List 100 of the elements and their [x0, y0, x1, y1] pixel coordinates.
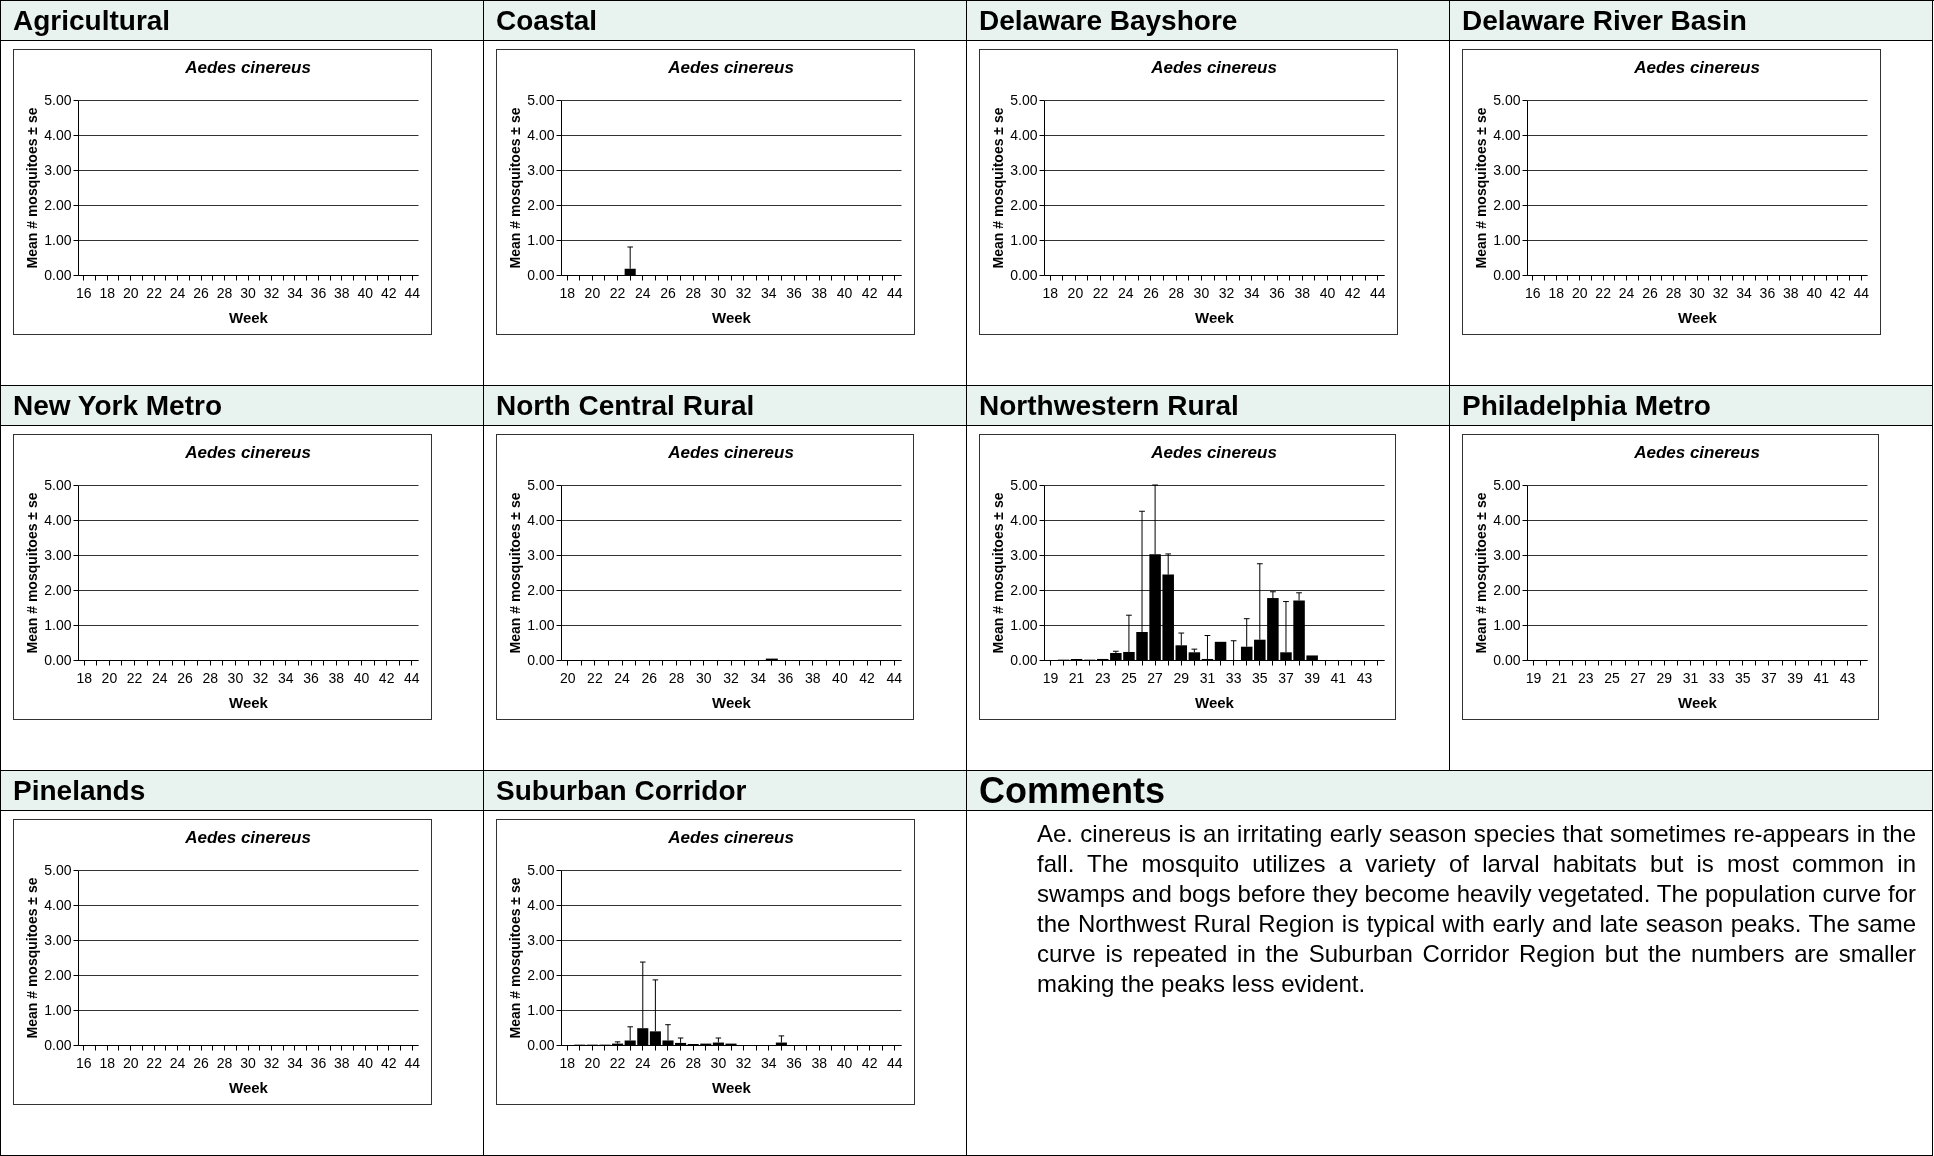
y-tick-label: 4.00 [44, 511, 72, 528]
y-tick-label: 1.00 [527, 616, 555, 633]
x-tick-label: 44 [886, 669, 903, 686]
x-tick-label: 42 [1830, 284, 1846, 301]
x-tick-label: 28 [216, 284, 233, 301]
x-tick-label: 30 [227, 669, 244, 686]
y-tick-label: 3.00 [44, 931, 72, 948]
x-tick-label: 22 [146, 1054, 163, 1071]
y-tick-label: 2.00 [44, 966, 72, 983]
x-tick-label: 38 [804, 669, 821, 686]
x-tick-label: 18 [559, 1054, 576, 1071]
x-tick-label: 42 [381, 1054, 397, 1071]
x-tick-label: 32 [1712, 284, 1729, 301]
x-tick-label: 28 [1168, 284, 1185, 301]
x-tick-label: 44 [1853, 284, 1870, 301]
x-tick-label: 26 [660, 1054, 676, 1071]
x-tick-label: 32 [1218, 284, 1235, 301]
x-tick-label: 44 [404, 669, 420, 686]
x-tick-label: 38 [328, 669, 345, 686]
y-tick-label: 1.00 [1010, 616, 1038, 633]
x-tick-label: 43 [1839, 669, 1856, 686]
y-tick-label: 2.00 [1493, 581, 1521, 598]
x-tick-label: 28 [1665, 284, 1682, 301]
y-axis-title: Mean # mosquitoes ± se [990, 107, 1007, 269]
x-tick-label: 20 [122, 1054, 139, 1071]
x-tick-label: 20 [559, 669, 576, 686]
x-tick-label: 16 [1524, 284, 1541, 301]
x-tick-label: 24 [169, 284, 186, 301]
x-tick-label: 18 [99, 1054, 116, 1071]
x-tick-label: 28 [216, 1054, 233, 1071]
y-tick-label: 3.00 [1493, 546, 1521, 563]
x-tick-label: 28 [685, 1054, 702, 1071]
x-tick-label: 41 [1813, 669, 1830, 686]
x-tick-label: 22 [146, 284, 163, 301]
x-tick-label: 40 [1806, 284, 1823, 301]
x-tick-label: 44 [887, 284, 903, 301]
x-tick-label: 30 [710, 284, 727, 301]
x-tick-label: 36 [786, 284, 803, 301]
y-tick-label: 1.00 [44, 616, 72, 633]
x-tick-label: 24 [169, 1054, 186, 1071]
y-axis-title: Mean # mosquitoes ± se [1473, 107, 1490, 269]
y-axis-title: Mean # mosquitoes ± se [24, 877, 41, 1039]
chart-title: Delaware Bayshore [967, 1, 1449, 41]
x-tick-label: 34 [761, 284, 777, 301]
y-tick-label: 2.00 [527, 966, 555, 983]
y-tick-label: 0.00 [527, 651, 555, 668]
y-tick-label: 5.00 [527, 861, 555, 878]
x-tick-label: 30 [1689, 284, 1705, 301]
x-tick-label: 38 [811, 284, 828, 301]
x-tick-label: 38 [1294, 284, 1311, 301]
x-tick-label: 18 [99, 284, 116, 301]
x-tick-label: 42 [861, 284, 878, 301]
x-tick-label: 28 [202, 669, 219, 686]
x-tick-label: 44 [404, 284, 421, 301]
x-tick-label: 33 [1225, 669, 1242, 686]
x-tick-label: 38 [1783, 284, 1799, 301]
x-tick-label: 44 [1370, 284, 1386, 301]
x-tick-label: 40 [836, 284, 853, 301]
x-tick-label: 22 [609, 284, 626, 301]
chart-title: Delaware River Basin [1450, 1, 1932, 41]
y-axis-title: Mean # mosquitoes ± se [507, 107, 524, 269]
x-tick-label: 18 [76, 669, 93, 686]
x-tick-label: 16 [75, 284, 92, 301]
y-tick-label: 2.00 [44, 581, 72, 598]
chart-title: Suburban Corridor [484, 771, 966, 811]
x-tick-label: 21 [1068, 669, 1085, 686]
x-tick-label: 44 [404, 1054, 421, 1071]
x-tick-label: 24 [152, 669, 168, 686]
y-tick-label: 3.00 [1010, 546, 1038, 563]
y-tick-label: 3.00 [44, 546, 72, 563]
x-tick-label: 28 [685, 284, 702, 301]
y-axis-title: Mean # mosquitoes ± se [1473, 492, 1490, 654]
x-tick-label: 27 [1147, 669, 1164, 686]
x-tick-label: 32 [263, 1054, 280, 1071]
x-axis-title: Week [1195, 693, 1235, 711]
y-tick-label: 5.00 [1493, 476, 1521, 493]
chart-title: New York Metro [1, 386, 483, 426]
y-tick-label: 2.00 [527, 581, 555, 598]
x-tick-label: 26 [177, 669, 193, 686]
y-tick-label: 0.00 [527, 1036, 555, 1053]
y-tick-label: 0.00 [1493, 651, 1521, 668]
chart-title: Northwestern Rural [967, 386, 1449, 426]
y-tick-label: 0.00 [44, 651, 72, 668]
x-tick-label: 31 [1199, 669, 1216, 686]
y-tick-label: 4.00 [527, 126, 555, 143]
y-tick-label: 2.00 [1493, 196, 1521, 213]
chart-subtitle: Aedes cinereus [1633, 58, 1760, 77]
chart-subtitle: Aedes cinereus [184, 58, 311, 77]
y-tick-label: 2.00 [1010, 196, 1038, 213]
x-tick-label: 39 [1787, 669, 1804, 686]
x-tick-label: 30 [695, 669, 712, 686]
x-tick-label: 26 [193, 284, 210, 301]
x-tick-label: 22 [609, 1054, 626, 1071]
x-tick-label: 34 [750, 669, 767, 686]
y-tick-label: 4.00 [527, 511, 555, 528]
x-tick-label: 30 [240, 284, 256, 301]
x-tick-label: 18 [1042, 284, 1059, 301]
y-tick-label: 4.00 [1493, 511, 1521, 528]
x-tick-label: 20 [101, 669, 118, 686]
x-tick-label: 29 [1656, 669, 1673, 686]
